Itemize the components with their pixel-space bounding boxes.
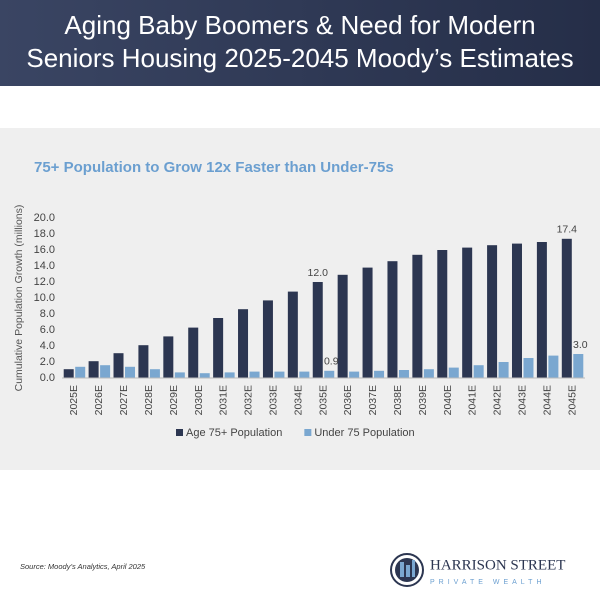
header-band [0,0,600,86]
data-label: 0.9 [324,356,339,368]
bar [573,354,584,378]
x-tick-label: 2028E [143,385,155,415]
bar [337,274,348,378]
x-tick-label: 2034E [292,385,304,415]
bar [324,370,335,378]
x-tick-label: 2044E [541,385,553,415]
x-tick-label: 2032E [243,385,255,415]
x-tick-label: 2037E [367,385,379,415]
bar [523,358,534,378]
bar [63,369,74,378]
bar [75,366,86,378]
x-tick-label: 2030E [193,385,205,415]
logo-name: HARRISON STREET [430,557,565,573]
bar [88,361,99,378]
bar [398,370,409,378]
x-tick-label: 2039E [417,385,429,415]
bar [174,372,185,378]
y-tick-label: 0.0 [40,372,55,384]
x-tick-label: 2029E [168,385,180,415]
y-tick-label: 16.0 [34,244,55,256]
bar [249,371,260,378]
x-tick-label: 2026E [93,385,105,415]
y-tick-label: 12.0 [34,276,55,288]
y-tick-label: 2.0 [40,356,55,368]
legend-label: Age 75+ Population [186,427,282,439]
bar [536,242,547,378]
bar [100,365,111,378]
y-tick-label: 18.0 [34,228,55,240]
data-label: 3.0 [573,339,588,351]
logo-icon [406,565,410,577]
logo-icon [412,560,415,577]
bar [213,318,224,378]
bar [473,365,484,378]
bar [262,300,273,378]
bar [387,261,398,378]
logo-icon [400,562,404,577]
legend-label: Under 75 Population [314,427,414,439]
header-title: Seniors Housing 2025-2045 Moody’s Estima… [26,43,573,73]
bar [349,371,360,378]
x-tick-label: 2033E [267,385,279,415]
x-tick-label: 2036E [342,385,354,415]
bar [423,369,434,378]
bar [188,327,199,378]
bar [238,309,249,378]
x-tick-label: 2038E [392,385,404,415]
y-tick-label: 4.0 [40,340,55,352]
bar [138,345,149,378]
bar [498,362,509,378]
logo-tagline: PRIVATE WEALTH [430,579,546,586]
bar [511,243,522,378]
y-tick-label: 20.0 [34,212,55,224]
x-tick-label: 2031E [218,385,230,415]
x-tick-label: 2025E [68,385,80,415]
x-tick-label: 2041E [467,385,479,415]
bar [125,366,136,378]
x-tick-label: 2045E [566,385,578,415]
bar [548,355,559,378]
legend-swatch [304,429,312,436]
legend-swatch [176,429,183,436]
bar [462,247,473,378]
bar [199,373,210,378]
y-tick-label: 6.0 [40,324,55,336]
bar [412,254,423,378]
bar [437,250,448,378]
data-label: 17.4 [557,224,578,236]
bar [487,245,498,378]
x-tick-label: 2042E [492,385,504,415]
bar [287,291,298,378]
header-title: Aging Baby Boomers & Need for Modern [64,10,535,40]
bar [113,353,124,378]
bar [362,267,373,378]
y-tick-label: 14.0 [34,260,55,272]
chart-title: 75+ Population to Grow 12x Faster than U… [34,159,394,176]
x-tick-label: 2043E [517,385,529,415]
source-note: Source: Moody’s Analytics, April 2025 [20,562,146,571]
bar [149,369,160,378]
logo-ring [390,553,424,587]
y-tick-label: 8.0 [40,308,55,320]
y-tick-label: 10.0 [34,292,55,304]
x-tick-label: 2035E [317,385,329,415]
y-axis-label: Cumulative Population Growth (millions) [13,205,25,392]
bar [448,367,459,378]
bar [374,370,385,378]
bar [561,238,572,378]
x-tick-label: 2040E [442,385,454,415]
chart-panel [0,128,600,470]
x-tick-label: 2027E [118,385,130,415]
logo [390,553,424,587]
bar [163,336,174,378]
data-label: 12.0 [308,267,329,279]
bar [299,371,310,378]
bar [224,372,235,378]
bar [312,282,323,378]
bar [274,371,285,378]
